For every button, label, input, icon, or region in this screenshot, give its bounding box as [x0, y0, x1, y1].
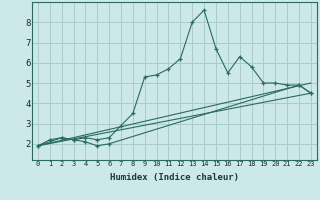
X-axis label: Humidex (Indice chaleur): Humidex (Indice chaleur)	[110, 173, 239, 182]
